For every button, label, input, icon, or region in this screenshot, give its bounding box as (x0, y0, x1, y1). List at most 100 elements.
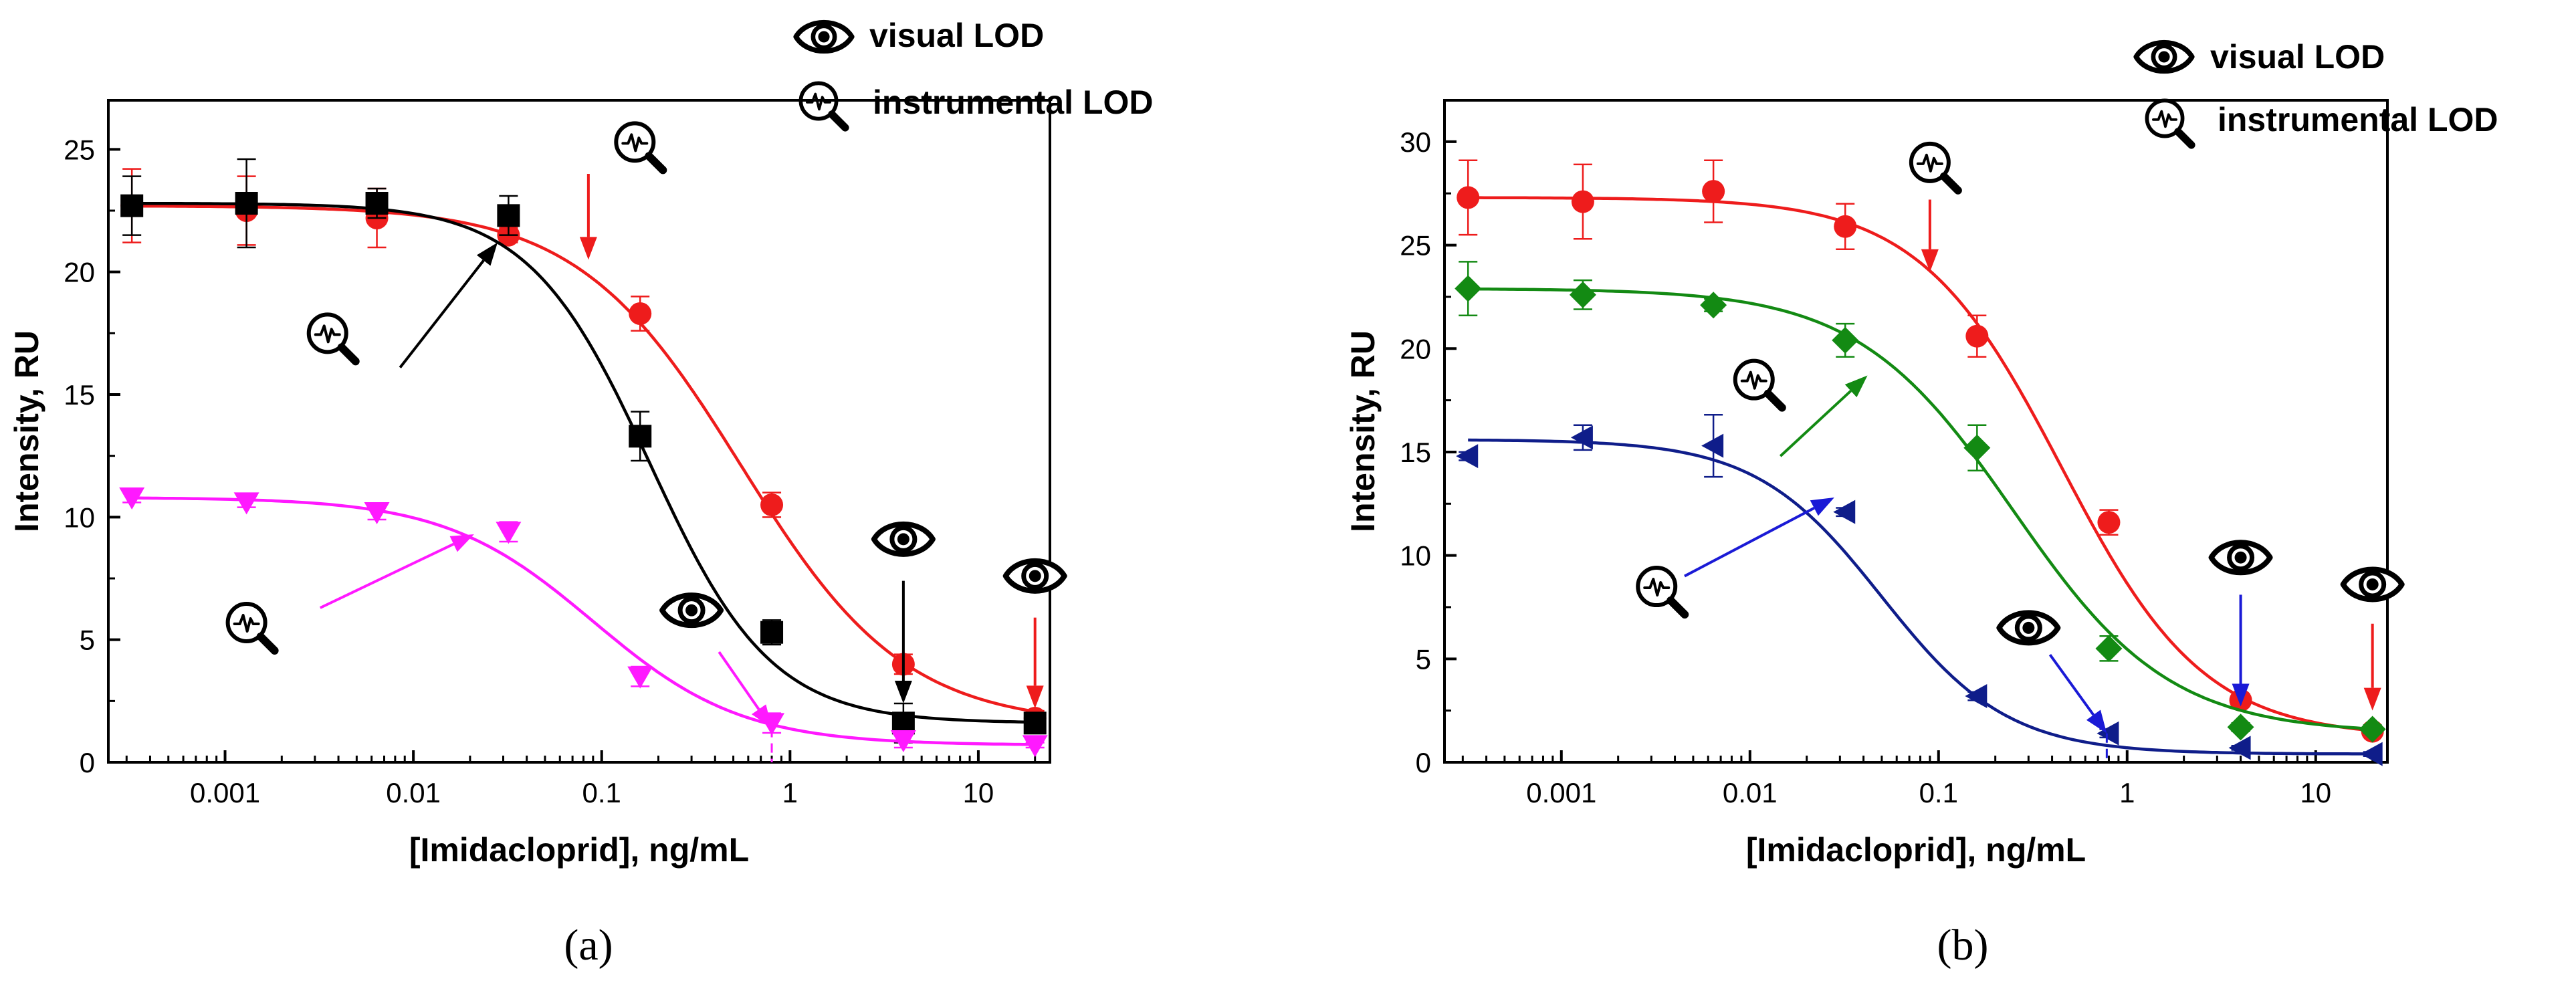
y-tick-label: 10 (64, 502, 95, 533)
eye-icon (2136, 43, 2192, 72)
fit-curve (132, 201, 1035, 724)
panel-label-b: (b) (1937, 921, 1989, 970)
legend-visual-label: visual LOD (2210, 38, 2385, 76)
annotation-instrumental-lod (1911, 144, 1958, 272)
legend-instrumental-b: instrumental LOD (2147, 100, 2498, 145)
data-point (1456, 444, 1479, 469)
lod-arrow-head (894, 681, 912, 703)
fit-curve (132, 204, 1036, 713)
annotation-instrumental-lod (579, 123, 663, 260)
data-point (1965, 684, 1988, 708)
data-point (1570, 425, 1593, 450)
data-point (2097, 511, 2121, 534)
y-tick-label: 0 (1416, 747, 1431, 778)
annotation-instrumental-lod (1638, 498, 1834, 615)
data-point (2227, 713, 2254, 741)
series-navy (1456, 414, 2383, 766)
y-tick-label: 5 (1416, 643, 1431, 675)
lod-arrow-head (579, 237, 597, 260)
fit-curve (1468, 196, 2373, 732)
series-red (1457, 159, 2384, 743)
y-tick-label: 5 (80, 625, 95, 656)
y-tick-label: 10 (1400, 540, 1431, 572)
x-tick-label: 0.001 (1526, 777, 1596, 808)
y-tick-label: 20 (64, 257, 95, 288)
eye-icon (2212, 542, 2270, 572)
annotation-instrumental-lod (228, 534, 474, 651)
y-tick-label: 25 (64, 134, 95, 165)
data-point (1023, 711, 1047, 735)
y-axis-label: Intensity, RU (1344, 330, 1382, 532)
data-point (760, 493, 784, 516)
magnifier-signal-icon (800, 83, 845, 128)
annotation-visual-lod (1006, 561, 1065, 709)
lod-arrow-head (449, 534, 474, 552)
eye-icon (796, 23, 852, 51)
y-tick-label: 0 (80, 747, 95, 778)
data-point (120, 194, 144, 217)
data-point (1832, 326, 1859, 354)
annotation-instrumental-lod (309, 242, 498, 368)
panel-label-a: (a) (564, 921, 613, 970)
plot-frame (1443, 99, 2389, 764)
data-point (1571, 190, 1594, 213)
legend-instrumental-a: instrumental LOD (800, 83, 1153, 128)
legend-visual-b: visual LOD (2136, 38, 2385, 76)
data-point (629, 425, 652, 448)
data-point (1834, 215, 1857, 238)
data-point (1833, 500, 1856, 524)
series-black (120, 158, 1047, 744)
data-point (1700, 292, 1727, 319)
data-point (497, 204, 520, 227)
data-point (1701, 433, 1724, 458)
annotation-visual-lod (2212, 542, 2270, 707)
data-point (1457, 186, 1480, 209)
data-point (1965, 324, 1989, 348)
x-tick-label: 0.1 (582, 777, 621, 808)
lod-arrow-head (751, 704, 772, 728)
data-point (119, 487, 145, 510)
magnifier-signal-icon (228, 604, 275, 651)
y-axis-label: Intensity, RU (8, 330, 45, 532)
series-green (1455, 261, 2386, 743)
annotation-visual-lod (874, 524, 933, 703)
fit-curve (1468, 438, 2373, 756)
data-point (890, 730, 916, 752)
y-tick-label: 25 (1400, 230, 1431, 261)
data-point (1022, 735, 1048, 758)
series-magenta (119, 487, 1048, 758)
chart-b: 0 5 10 15 20 25 30 0.001 0.01 0.1 1 10 [Imidacloprid… (1344, 99, 2402, 869)
x-axis-label: [Imidacloprid], ng/mL (409, 831, 749, 869)
data-point (629, 302, 652, 325)
lod-arrow-head (1026, 685, 1044, 709)
y-tick-label: 15 (1400, 437, 1431, 468)
data-point (1569, 281, 1596, 308)
magnifier-signal-icon (1911, 144, 1958, 191)
magnifier-signal-icon (1638, 568, 1685, 615)
lod-arrow (319, 542, 455, 609)
lod-arrow-head (1810, 498, 1834, 516)
legend-instrumental-label: instrumental LOD (873, 84, 1153, 121)
chart-a: 0 5 10 15 20 25 0.001 0.01 0.1 1 10 [Imidacloprid],… (8, 99, 1065, 869)
plot-frame (107, 99, 1051, 764)
data-point (760, 621, 784, 644)
lod-arrow-head (476, 242, 498, 266)
data-point (496, 522, 522, 544)
eye-icon (2343, 569, 2402, 599)
y-tick-label: 15 (64, 379, 95, 411)
x-tick-label: 1 (782, 777, 798, 808)
data-point (2097, 721, 2119, 746)
x-axis-label: [Imidacloprid], ng/mL (1746, 831, 2086, 869)
legend-visual-label: visual LOD (869, 17, 1044, 54)
x-tick-label: 10 (963, 777, 994, 808)
fit-curve (1468, 287, 2373, 731)
data-point (1702, 180, 1725, 203)
lod-arrow-head (2232, 683, 2250, 707)
lod-arrow-head (2363, 687, 2381, 711)
data-point (233, 492, 259, 515)
x-tick-label: 0.01 (386, 777, 441, 808)
lod-arrow (1779, 390, 1852, 457)
data-point (365, 192, 389, 215)
lod-arrow-head (2086, 709, 2107, 734)
